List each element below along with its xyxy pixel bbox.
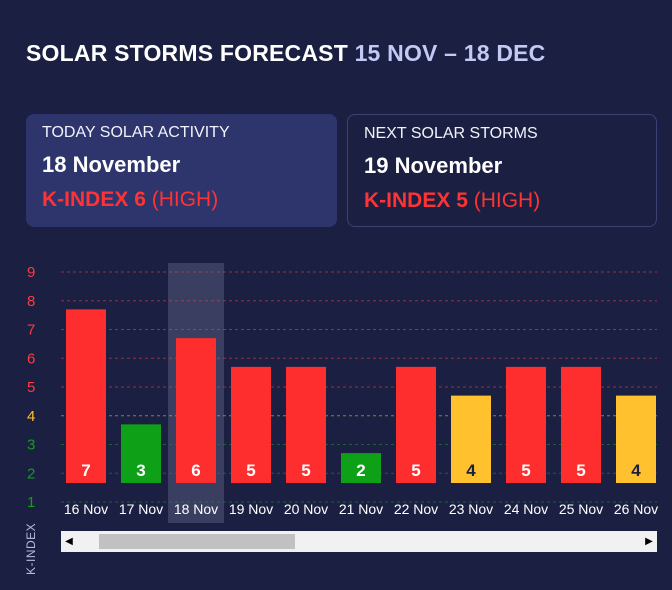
x-tick-label: 26 Nov — [614, 501, 658, 517]
y-tick-label: 1 — [27, 494, 35, 511]
next-kindex-value: 5 — [456, 189, 468, 212]
page-title: SOLAR STORMS FORECAST 15 NOV – 18 DEC — [26, 40, 545, 67]
today-kindex-label: K-INDEX — [42, 188, 129, 211]
y-axis-title: K-INDEX — [24, 523, 38, 575]
arrow-right-icon[interactable]: ▶ — [645, 536, 653, 547]
x-tick-label: 20 Nov — [284, 501, 328, 517]
next-kindex-label: K-INDEX — [364, 189, 451, 212]
x-tick-label: 17 Nov — [119, 501, 163, 517]
bar-value-label: 5 — [246, 461, 255, 480]
bar-value-label: 5 — [521, 461, 530, 480]
today-activity-date: 18 November — [42, 152, 181, 177]
next-storms-label: NEXT SOLAR STORMS — [364, 125, 538, 142]
bar-value-label: 5 — [411, 461, 420, 480]
bar-value-label: 5 — [301, 461, 310, 480]
bar[interactable] — [616, 395, 656, 483]
x-tick-label: 18 Nov — [174, 501, 218, 517]
next-kindex: K-INDEX 5 (HIGH) — [364, 189, 640, 213]
bar-value-label: 5 — [576, 461, 585, 480]
today-kindex-value: 6 — [134, 188, 146, 211]
bar[interactable] — [451, 395, 491, 483]
bar-value-label: 4 — [631, 461, 641, 480]
x-tick-label: 22 Nov — [394, 501, 438, 517]
y-tick-label: 5 — [27, 379, 35, 396]
bar-value-label: 2 — [356, 461, 365, 480]
next-storms-card: NEXT SOLAR STORMS 19 November K-INDEX 5 … — [347, 114, 657, 227]
chart-scrollbar[interactable]: ◀ ▶ — [61, 531, 657, 552]
bar-value-label: 4 — [466, 461, 476, 480]
bar[interactable] — [396, 366, 436, 483]
bar[interactable] — [66, 309, 106, 483]
x-tick-label: 16 Nov — [64, 501, 108, 517]
bar[interactable] — [341, 453, 381, 483]
x-tick-label: 24 Nov — [504, 501, 548, 517]
next-kindex-level: (HIGH) — [473, 189, 541, 212]
bar[interactable] — [286, 366, 326, 483]
bar-value-label: 7 — [81, 461, 90, 480]
x-tick-label: 25 Nov — [559, 501, 603, 517]
x-tick-label: 19 Nov — [229, 501, 273, 517]
bar-value-label: 3 — [136, 461, 145, 480]
x-tick-label: 21 Nov — [339, 501, 383, 517]
y-tick-label: 3 — [27, 437, 35, 454]
today-kindex-level: (HIGH) — [151, 188, 219, 211]
arrow-left-icon[interactable]: ◀ — [65, 536, 73, 547]
kindex-bar-chart: 9 8 7 6 5 4 3 2 1 K-INDEX 7 16 Nov 3 17 Nov 6 18 Nov 5 19… — [24, 263, 658, 575]
page-title-range: 15 NOV – 18 DEC — [354, 40, 546, 66]
y-tick-label: 8 — [27, 293, 35, 310]
page-title-main: SOLAR STORMS FORECAST — [26, 40, 348, 66]
y-tick-label: 7 — [27, 322, 35, 339]
bar[interactable] — [231, 366, 271, 483]
y-tick-label: 4 — [27, 408, 35, 425]
bar[interactable] — [561, 366, 601, 483]
bar-value-label: 6 — [191, 461, 200, 480]
y-tick-label: 2 — [27, 465, 35, 482]
bar[interactable] — [176, 338, 216, 483]
today-activity-label: TODAY SOLAR ACTIVITY — [42, 124, 230, 141]
x-tick-label: 23 Nov — [449, 501, 493, 517]
next-storms-date: 19 November — [364, 153, 503, 178]
today-activity-card: TODAY SOLAR ACTIVITY 18 November K-INDEX… — [26, 114, 337, 227]
y-tick-label: 6 — [27, 350, 35, 367]
scrollbar-thumb[interactable] — [99, 534, 295, 549]
bar[interactable] — [121, 424, 161, 483]
y-tick-label: 9 — [27, 264, 35, 281]
today-kindex: K-INDEX 6 (HIGH) — [42, 188, 321, 212]
bar[interactable] — [506, 366, 546, 483]
